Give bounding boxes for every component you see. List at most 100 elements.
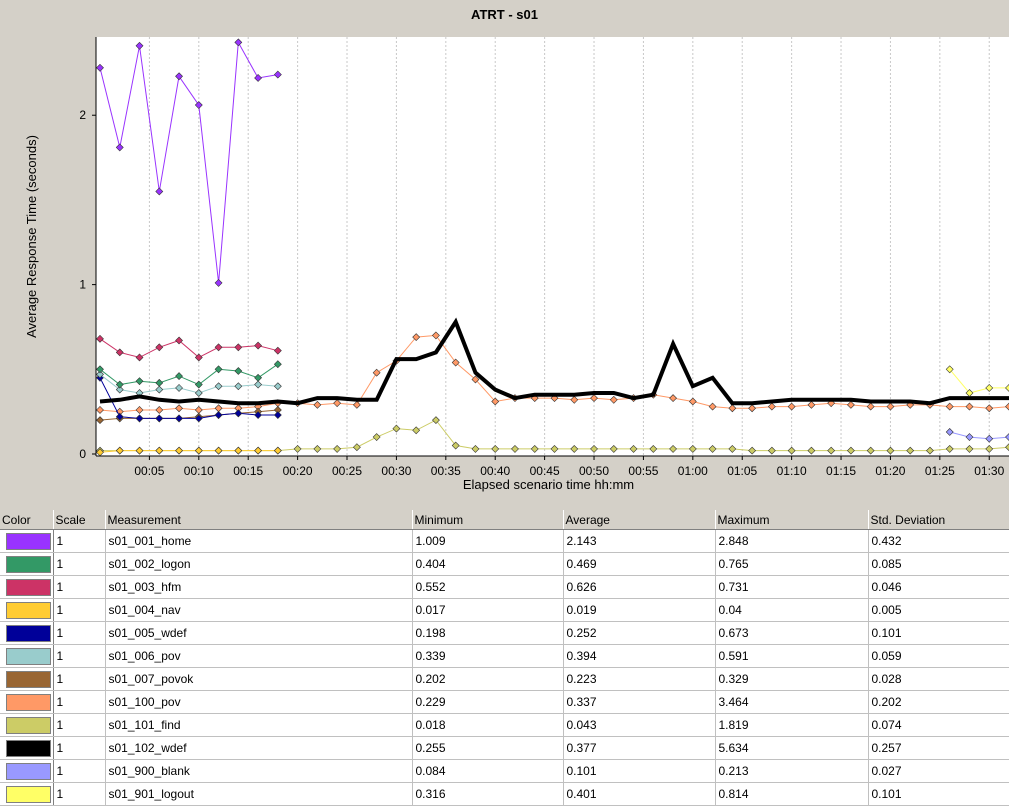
legend-measurement: s01_007_povok xyxy=(105,668,412,691)
header-maximum[interactable]: Maximum xyxy=(715,510,868,530)
legend-header-row: Color Scale Measurement Minimum Average … xyxy=(0,510,1009,530)
color-swatch[interactable] xyxy=(6,717,51,734)
legend-std-deviation: 0.101 xyxy=(868,783,1009,806)
legend-color-swatch xyxy=(0,530,53,553)
legend-minimum: 0.255 xyxy=(412,737,563,760)
color-swatch[interactable] xyxy=(6,763,51,780)
legend-color-swatch xyxy=(0,737,53,760)
legend-measurement: s01_900_blank xyxy=(105,760,412,783)
header-color[interactable]: Color xyxy=(0,510,53,530)
x-tick-label: 00:50 xyxy=(579,464,609,478)
legend-minimum: 0.552 xyxy=(412,576,563,599)
color-swatch[interactable] xyxy=(6,625,51,642)
legend-minimum: 0.202 xyxy=(412,668,563,691)
header-std-deviation[interactable]: Std. Deviation xyxy=(868,510,1009,530)
color-swatch[interactable] xyxy=(6,694,51,711)
legend-measurement: s01_101_find xyxy=(105,714,412,737)
legend-scale: 1 xyxy=(53,576,105,599)
legend-color-swatch xyxy=(0,714,53,737)
legend-scale: 1 xyxy=(53,737,105,760)
color-swatch[interactable] xyxy=(6,556,51,573)
x-tick-label: 00:40 xyxy=(480,464,510,478)
color-swatch[interactable] xyxy=(6,648,51,665)
color-swatch[interactable] xyxy=(6,786,51,803)
legend-measurement: s01_901_logout xyxy=(105,783,412,806)
x-tick-label: 01:10 xyxy=(777,464,807,478)
legend-measurement: s01_002_logon xyxy=(105,553,412,576)
header-average[interactable]: Average xyxy=(563,510,715,530)
legend-scale: 1 xyxy=(53,599,105,622)
legend-scale: 1 xyxy=(53,783,105,806)
legend-maximum: 0.329 xyxy=(715,668,868,691)
legend-scale: 1 xyxy=(53,714,105,737)
header-measurement[interactable]: Measurement xyxy=(105,510,412,530)
x-tick-label: 00:55 xyxy=(628,464,658,478)
legend-scale: 1 xyxy=(53,760,105,783)
x-tick-label: 00:20 xyxy=(283,464,313,478)
legend-average: 0.019 xyxy=(563,599,715,622)
color-swatch[interactable] xyxy=(6,579,51,596)
legend-average: 0.394 xyxy=(563,645,715,668)
legend-std-deviation: 0.027 xyxy=(868,760,1009,783)
legend-average: 0.469 xyxy=(563,553,715,576)
color-swatch[interactable] xyxy=(6,602,51,619)
legend-minimum: 0.229 xyxy=(412,691,563,714)
legend-std-deviation: 0.046 xyxy=(868,576,1009,599)
legend-maximum: 0.765 xyxy=(715,553,868,576)
legend-color-swatch xyxy=(0,599,53,622)
legend-average: 0.252 xyxy=(563,622,715,645)
legend-color-swatch xyxy=(0,783,53,806)
legend-minimum: 0.018 xyxy=(412,714,563,737)
legend-measurement: s01_102_wdef xyxy=(105,737,412,760)
header-scale[interactable]: Scale xyxy=(53,510,105,530)
legend-scale: 1 xyxy=(53,530,105,553)
color-swatch[interactable] xyxy=(6,740,51,757)
legend-average: 0.626 xyxy=(563,576,715,599)
legend-color-swatch xyxy=(0,622,53,645)
legend-minimum: 0.404 xyxy=(412,553,563,576)
legend-average: 0.377 xyxy=(563,737,715,760)
x-tick-label: 00:45 xyxy=(530,464,560,478)
legend-color-swatch xyxy=(0,760,53,783)
legend-minimum: 0.084 xyxy=(412,760,563,783)
color-swatch[interactable] xyxy=(6,533,51,550)
legend-color-swatch xyxy=(0,668,53,691)
legend-maximum: 0.673 xyxy=(715,622,868,645)
x-tick-label: 00:15 xyxy=(233,464,263,478)
x-tick-label: 01:30 xyxy=(974,464,1004,478)
legend-average: 0.337 xyxy=(563,691,715,714)
legend-std-deviation: 0.202 xyxy=(868,691,1009,714)
legend-minimum: 0.017 xyxy=(412,599,563,622)
legend-maximum: 2.848 xyxy=(715,530,868,553)
x-tick-label: 01:20 xyxy=(875,464,905,478)
legend-minimum: 0.316 xyxy=(412,783,563,806)
legend-std-deviation: 0.074 xyxy=(868,714,1009,737)
legend-color-swatch xyxy=(0,645,53,668)
legend-scale: 1 xyxy=(53,622,105,645)
legend-maximum: 0.591 xyxy=(715,645,868,668)
legend-minimum: 1.009 xyxy=(412,530,563,553)
legend-measurement: s01_006_pov xyxy=(105,645,412,668)
legend-average: 2.143 xyxy=(563,530,715,553)
legend-measurement: s01_005_wdef xyxy=(105,622,412,645)
legend-scale: 1 xyxy=(53,645,105,668)
legend-std-deviation: 0.059 xyxy=(868,645,1009,668)
header-minimum[interactable]: Minimum xyxy=(412,510,563,530)
legend-scale: 1 xyxy=(53,553,105,576)
color-swatch[interactable] xyxy=(6,671,51,688)
y-tick-label: 0 xyxy=(79,447,86,461)
legend-measurement: s01_100_pov xyxy=(105,691,412,714)
